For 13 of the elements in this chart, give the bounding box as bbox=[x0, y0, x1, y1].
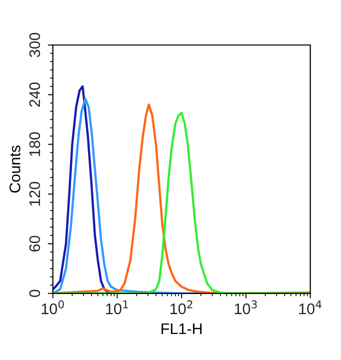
y-axis-title: Counts bbox=[9, 146, 20, 193]
y-tick-label: 300 bbox=[29, 32, 40, 58]
y-tick-label: 240 bbox=[29, 82, 40, 107]
y-tick-label: 0 bbox=[29, 290, 40, 298]
x-axis-title: FL1-H bbox=[162, 323, 202, 334]
y-tick-label: 60 bbox=[29, 236, 40, 252]
y-tick-label: 180 bbox=[29, 132, 40, 156]
x-tick-label: 10$^{2}$ bbox=[170, 300, 192, 314]
x-tick-label: 10$^{0}$ bbox=[42, 300, 64, 314]
x-tick-label: 10$^{4}$ bbox=[299, 300, 322, 314]
y-tick-label: 120 bbox=[29, 182, 40, 206]
x-tick-label: 10$^{3}$ bbox=[234, 300, 257, 314]
x-tick-label: 10$^{1}$ bbox=[106, 300, 128, 314]
